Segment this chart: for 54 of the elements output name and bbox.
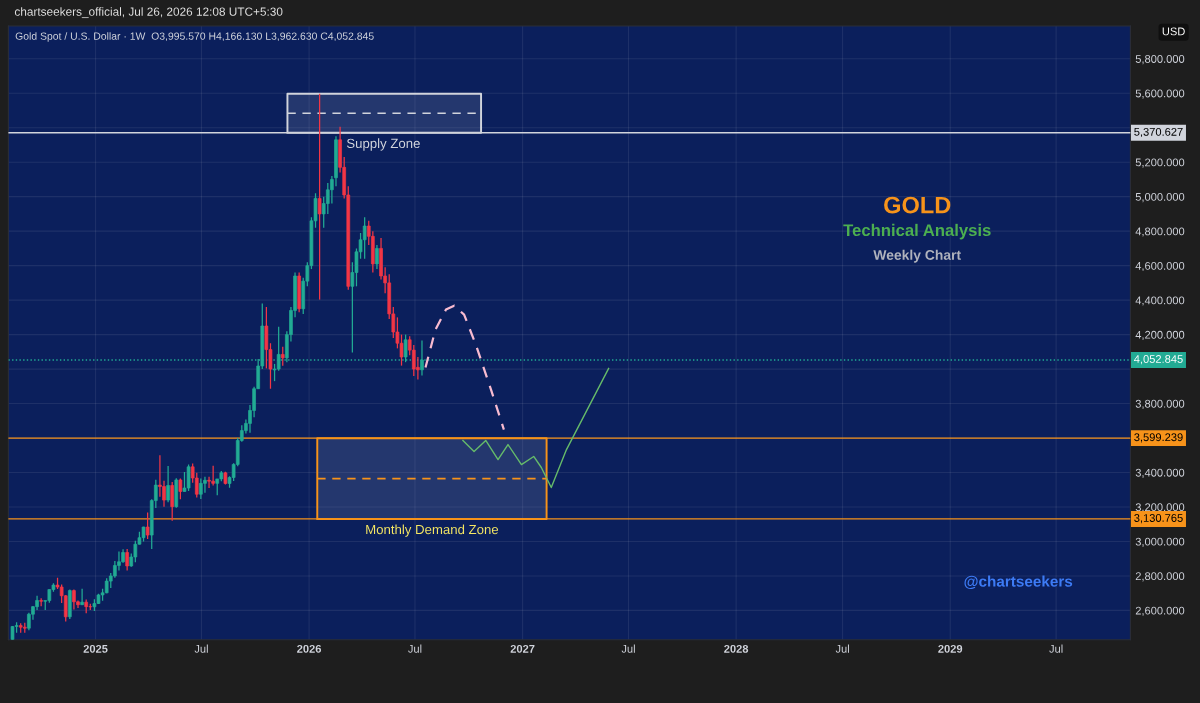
candlestick bbox=[317, 93, 322, 301]
annotation: @chartseekers bbox=[964, 575, 1073, 590]
ref-line-label: 4,052.845 bbox=[1134, 355, 1183, 365]
annotation: Monthly Demand Zone bbox=[366, 524, 499, 537]
ref-line-label: 3,599.239 bbox=[1134, 433, 1183, 443]
candlestick bbox=[170, 481, 175, 522]
candlestick bbox=[375, 244, 379, 270]
line-series bbox=[462, 367, 610, 489]
y-tick-label: 5,000.000 bbox=[1135, 192, 1185, 203]
candlestick bbox=[211, 465, 215, 487]
y-tick-label: 3,000.000 bbox=[1135, 537, 1185, 547]
x-tick-label: 2025 bbox=[83, 644, 108, 653]
y-tick-label: 4,800.000 bbox=[1135, 227, 1185, 237]
candlestick bbox=[125, 548, 129, 572]
candlestick bbox=[80, 588, 84, 606]
y-tick-label: 3,400.000 bbox=[1135, 468, 1185, 478]
candlestick bbox=[166, 465, 170, 503]
candlestick bbox=[199, 477, 203, 500]
candlestick bbox=[207, 476, 211, 489]
y-tick-label: 5,200.000 bbox=[1135, 158, 1185, 168]
ref-line-label: 5,370.627 bbox=[1134, 127, 1183, 138]
x-tick-label: Jul bbox=[408, 644, 422, 653]
x-tick-label: 2026 bbox=[297, 644, 322, 653]
candlestick bbox=[72, 588, 76, 611]
y-tick-label: 4,600.000 bbox=[1135, 261, 1185, 272]
candlestick bbox=[362, 216, 367, 260]
text: chartseekers_official, Jul 26, 2026 12:08 UTC+5:30 bbox=[14, 7, 283, 19]
annotation: GOLD bbox=[884, 196, 951, 214]
y-tick-label: 5,800.000 bbox=[1135, 55, 1185, 65]
candlestick bbox=[133, 540, 138, 563]
annotation: Supply Zone bbox=[346, 138, 420, 151]
ref-line-label: 3,130.765 bbox=[1134, 514, 1183, 524]
x-tick-label: 2028 bbox=[724, 644, 749, 653]
candlestick bbox=[280, 346, 285, 367]
y-tick-label: 4,400.000 bbox=[1135, 296, 1185, 306]
x-tick-label: Jul bbox=[835, 644, 849, 653]
candlestick bbox=[264, 306, 269, 370]
x-tick-label: 2027 bbox=[510, 644, 535, 653]
x-tick-label: Jul bbox=[1049, 644, 1063, 653]
candlestick bbox=[145, 511, 150, 540]
annotation: Weekly Chart bbox=[873, 249, 961, 263]
x-tick-label: Jul bbox=[194, 644, 208, 653]
y-tick-label: 5,600.000 bbox=[1135, 89, 1185, 99]
text: USD bbox=[1162, 27, 1185, 36]
y-tick-label: 3,800.000 bbox=[1135, 399, 1185, 409]
y-tick-label: 2,600.000 bbox=[1135, 606, 1185, 616]
chart-title: Gold Spot / U.S. Dollar · 1W O3,995.570 H4,166.130 L3,962.630 C4,052.845 bbox=[15, 32, 374, 42]
x-tick-label: Jul bbox=[621, 644, 635, 653]
x-tick-label: 2029 bbox=[938, 644, 963, 653]
y-tick-label: 4,200.000 bbox=[1135, 330, 1185, 341]
candlestick bbox=[186, 463, 191, 492]
annotation: Technical Analysis bbox=[843, 223, 991, 240]
y-tick-label: 3,200.000 bbox=[1135, 503, 1185, 513]
y-tick-label: 2,800.000 bbox=[1135, 572, 1185, 582]
